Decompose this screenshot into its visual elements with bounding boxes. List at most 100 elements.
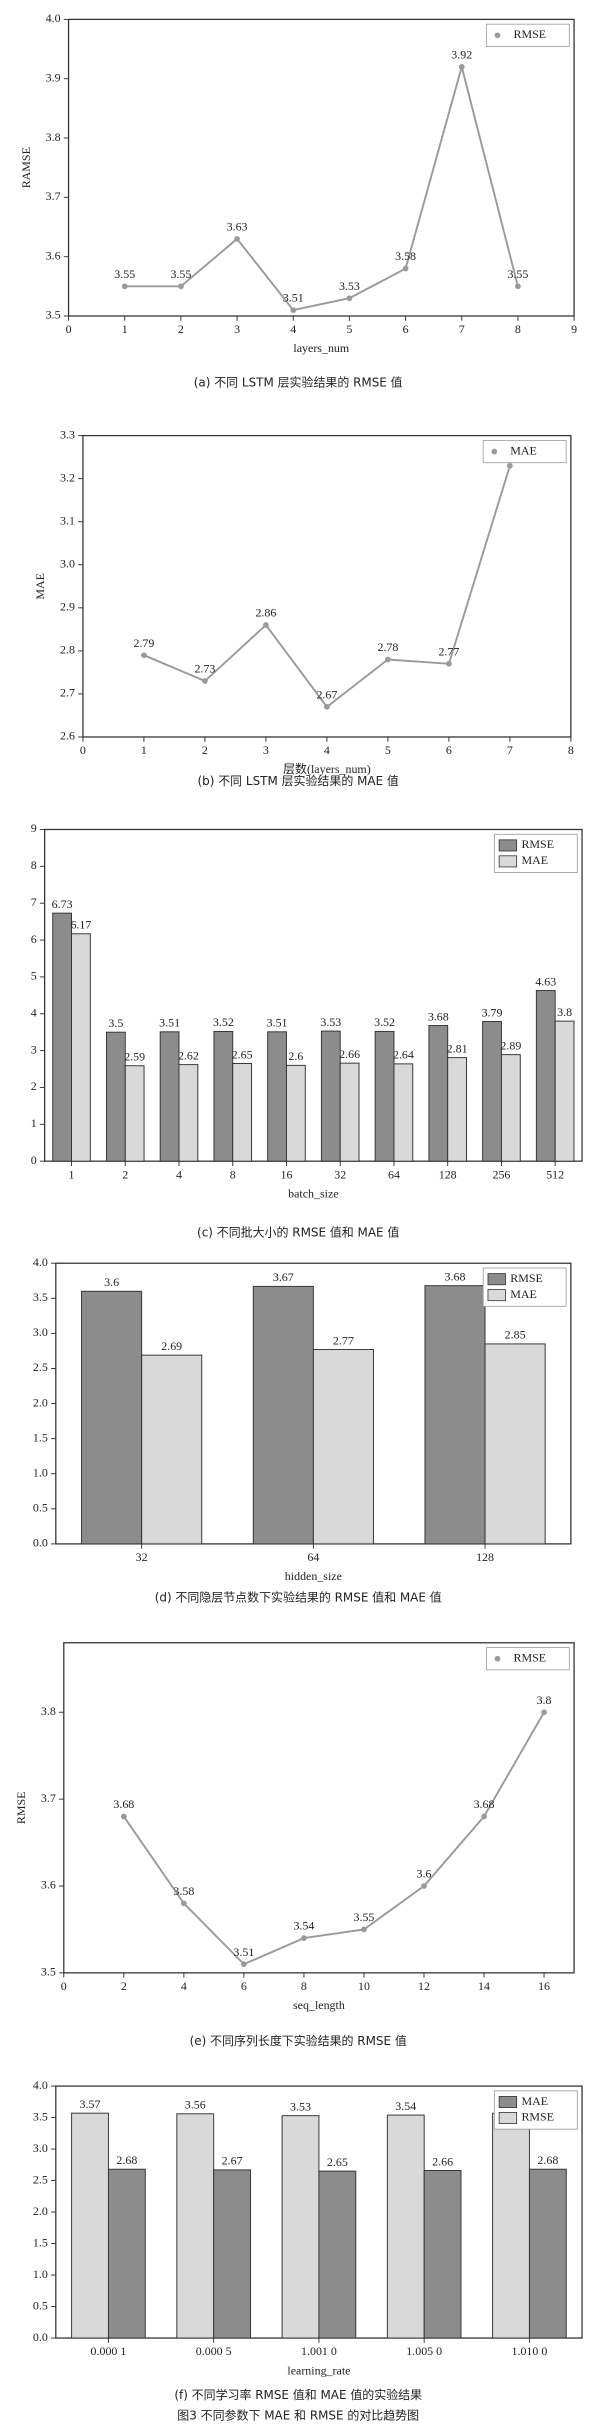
data-label: 3.55 [170, 267, 191, 281]
x-axis-label: hidden_size [285, 1569, 342, 1583]
y-tick-label: 3.0 [33, 2141, 48, 2155]
legend-label: RMSE [521, 837, 554, 851]
y-tick-label: 3.0 [60, 557, 75, 571]
x-tick-label: 0.000 1 [91, 2344, 127, 2358]
bar [178, 1064, 199, 1162]
bar [428, 1025, 449, 1162]
legend-label: RMSE [521, 2110, 554, 2124]
legend-label: RMSE [510, 1271, 543, 1285]
data-label: 3.55 [507, 267, 528, 281]
data-label: 2.77 [438, 644, 459, 658]
data-label: 3.53 [290, 2099, 311, 2113]
y-tick-label: 3.8 [46, 130, 61, 144]
x-tick-label: 32 [136, 1550, 148, 1564]
x-tick-label: 7 [459, 322, 465, 336]
bar [424, 1285, 486, 1545]
y-tick-label: 0.0 [33, 2330, 48, 2344]
point [346, 295, 353, 302]
point [481, 1813, 487, 1820]
x-tick-label: 2 [178, 322, 184, 336]
bar [213, 1030, 234, 1162]
y-tick-label: 3.9 [46, 70, 61, 84]
data-label: 6.17 [70, 918, 91, 932]
plot-frame [67, 18, 575, 317]
x-tick-label: 2 [202, 743, 208, 757]
line [124, 63, 519, 312]
x-axis-label: batch_size [288, 1186, 338, 1200]
bar [492, 2112, 530, 2339]
x-tick-label: 6 [403, 322, 409, 336]
bar [213, 2169, 252, 2339]
bar [320, 1030, 341, 1162]
data-label: 2.62 [178, 1048, 199, 1062]
data-label: 2.67 [316, 687, 337, 701]
y-tick-label: 4 [31, 1006, 37, 1020]
data-label: 3.6 [417, 1867, 432, 1881]
y-tick-label: 4.0 [46, 11, 61, 25]
point [241, 1961, 247, 1968]
x-tick-label: 0 [66, 322, 72, 336]
legend-marker [494, 1655, 501, 1662]
legend-label: MAE [521, 853, 548, 867]
bar [71, 933, 91, 1162]
legend-label: RMSE [513, 27, 546, 41]
bar [374, 1030, 395, 1162]
x-tick-label: 0.000 5 [196, 2344, 232, 2358]
data-label: 3.55 [114, 267, 135, 281]
y-tick-label: 0.0 [33, 1536, 48, 1550]
bar [52, 912, 72, 1162]
y-tick-label: 3.1 [60, 513, 75, 527]
caption: (e) 不同序列长度下实验结果的 RMSE 值 [190, 2033, 407, 2048]
x-tick-label: 0 [80, 743, 86, 757]
data-label: 3.57 [80, 2097, 101, 2111]
point [120, 1813, 127, 1820]
x-tick-label: 64 [388, 1167, 400, 1181]
y-tick-label: 2 [31, 1079, 37, 1093]
bar [267, 1031, 287, 1162]
legend-label: MAE [510, 443, 537, 457]
legend-label: MAE [510, 1287, 537, 1301]
y-tick-label: 2.8 [60, 643, 75, 657]
caption: (b) 不同 LSTM 层实验结果的 MAE 值 [197, 773, 398, 788]
bar [232, 1063, 253, 1162]
y-tick-label: 4.0 [33, 1255, 48, 1269]
bar [423, 2170, 462, 2339]
x-tick-label: 5 [346, 322, 352, 336]
y-tick-label: 0.5 [33, 2298, 48, 2312]
point [361, 1926, 367, 1933]
x-tick-label: 4 [176, 1167, 182, 1181]
x-tick-label: 3 [234, 322, 240, 336]
data-label: 2.59 [124, 1049, 145, 1063]
y-tick-label: 3.3 [60, 427, 75, 441]
bar [176, 2113, 215, 2339]
data-label: 2.65 [232, 1047, 253, 1061]
data-label: 3.51 [267, 1016, 288, 1030]
caption: (a) 不同 LSTM 层实验结果的 RMSE 值 [194, 374, 403, 389]
bar [447, 1057, 467, 1162]
data-label: 2.64 [393, 1048, 414, 1062]
bar [141, 1354, 203, 1545]
y-tick-label: 1 [31, 1116, 37, 1130]
bar [81, 1290, 143, 1545]
data-label: 6.73 [52, 897, 73, 911]
y-tick-label: 4.0 [33, 2078, 48, 2092]
bar [554, 1020, 575, 1162]
legend-marker [498, 2096, 518, 2109]
legend-label: RMSE [513, 1650, 546, 1664]
data-label: 3.63 [227, 219, 248, 233]
y-tick-label: 2.9 [60, 600, 75, 614]
bar [318, 2170, 357, 2339]
x-axis-label: 层数(layers_num) [283, 761, 371, 776]
data-label: 2.85 [505, 1328, 526, 1342]
data-label: 3.8 [537, 1693, 552, 1707]
data-label: 2.86 [255, 606, 276, 620]
x-tick-label: 64 [307, 1550, 319, 1564]
caption: (d) 不同隐层节点数下实验结果的 RMSE 值和 MAE 值 [155, 1590, 442, 1605]
point [290, 307, 297, 313]
data-label: 2.68 [116, 2153, 137, 2167]
y-tick-label: 1.5 [33, 2235, 48, 2249]
data-label: 3.68 [445, 1269, 466, 1283]
point [402, 265, 409, 272]
x-tick-label: 4 [290, 322, 296, 336]
data-label: 3.54 [293, 1919, 314, 1933]
